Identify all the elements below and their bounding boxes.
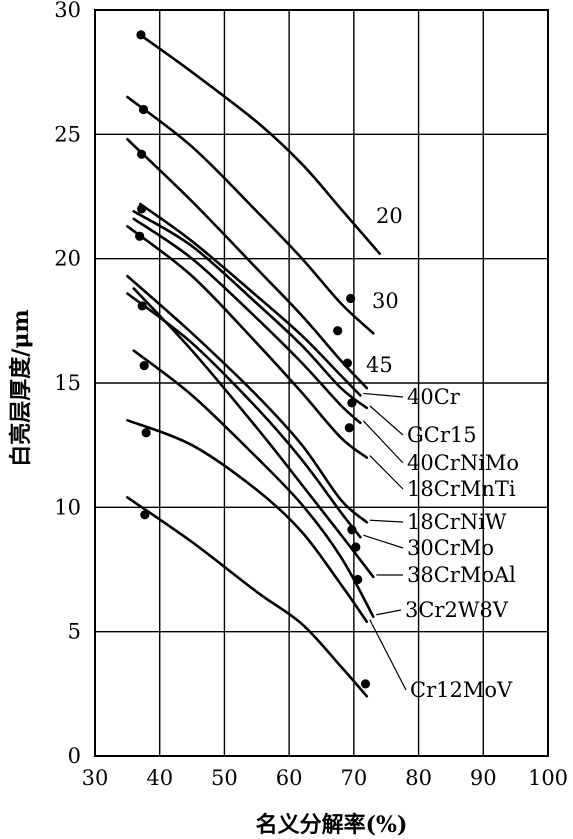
data-point (342, 358, 352, 368)
y-tick-label: 25 (54, 122, 81, 146)
y-tick-label: 5 (68, 620, 81, 644)
data-point (347, 525, 357, 535)
series-label: 30 (372, 289, 399, 313)
series-label: 45 (366, 353, 393, 377)
series-curve (126, 95, 375, 335)
grid (94, 9, 549, 757)
data-point (138, 104, 149, 115)
series-curve (139, 202, 362, 397)
series-label: GCr15 (407, 423, 477, 447)
y-tick-label: 30 (54, 0, 81, 22)
x-axis-title: 名义分解率(%) (256, 812, 408, 838)
series-curve (132, 210, 369, 410)
data-point (333, 326, 343, 336)
data-point (344, 423, 354, 433)
series-label: 18CrMnTi (407, 477, 516, 501)
y-tick-label: 0 (68, 744, 81, 768)
x-tick-label: 40 (146, 766, 173, 790)
series-curve (139, 33, 381, 255)
series-curve (132, 349, 375, 618)
label-leader (369, 519, 404, 523)
data-point (135, 231, 145, 241)
data-point (347, 398, 357, 408)
y-axis-title: 白亮层厚度/μm (8, 309, 34, 466)
data-point (139, 360, 149, 371)
series-label: Cr12MoV (410, 678, 513, 702)
series-label: 40CrNiMo (407, 451, 519, 475)
data-points (135, 30, 371, 689)
y-tick-label: 15 (54, 371, 81, 395)
series-label: 38CrMoAl (407, 563, 516, 587)
data-point (136, 149, 147, 159)
data-point (353, 574, 363, 585)
x-tick-label: 90 (470, 766, 497, 790)
tick-labels: 30 40 50 60 70 80 90 100 0 5 10 15 20 25 30 (54, 0, 568, 790)
x-tick-label: 60 (276, 766, 303, 790)
y-tick-label: 20 (54, 247, 81, 271)
x-tick-label: 70 (340, 766, 367, 790)
data-point (141, 428, 151, 438)
label-leader (376, 609, 402, 616)
label-leader (363, 534, 404, 549)
series-label: 30CrMo (407, 536, 494, 560)
series-curve (126, 419, 369, 623)
series-curve (126, 496, 369, 698)
label-leader (369, 619, 407, 691)
plot-frame (94, 9, 549, 757)
data-point (137, 301, 147, 311)
series-curve (126, 138, 369, 390)
data-point (351, 542, 361, 552)
series-label: 3Cr2W8V (405, 598, 509, 622)
x-tick-label: 50 (211, 766, 238, 790)
series-curves (126, 33, 381, 698)
data-point (136, 30, 146, 40)
series-label: 18CrNiW (407, 510, 507, 534)
label-leader (369, 405, 404, 436)
x-tick-label: 30 (82, 766, 109, 790)
data-point (346, 293, 356, 304)
series-curve (132, 217, 362, 425)
series-curve (126, 225, 369, 459)
label-leader (369, 455, 404, 490)
series-label: 20 (376, 204, 403, 228)
x-tick-label: 100 (528, 766, 568, 790)
data-point (140, 510, 150, 520)
data-point (360, 679, 371, 689)
series-curve (132, 287, 375, 579)
data-point (136, 204, 147, 214)
label-leader (362, 420, 404, 464)
series-curve (126, 292, 362, 539)
series-curve (126, 274, 369, 524)
x-tick-label: 80 (405, 766, 432, 790)
label-leader (363, 392, 404, 398)
y-tick-label: 10 (54, 495, 81, 519)
series-label: 40Cr (407, 385, 461, 409)
